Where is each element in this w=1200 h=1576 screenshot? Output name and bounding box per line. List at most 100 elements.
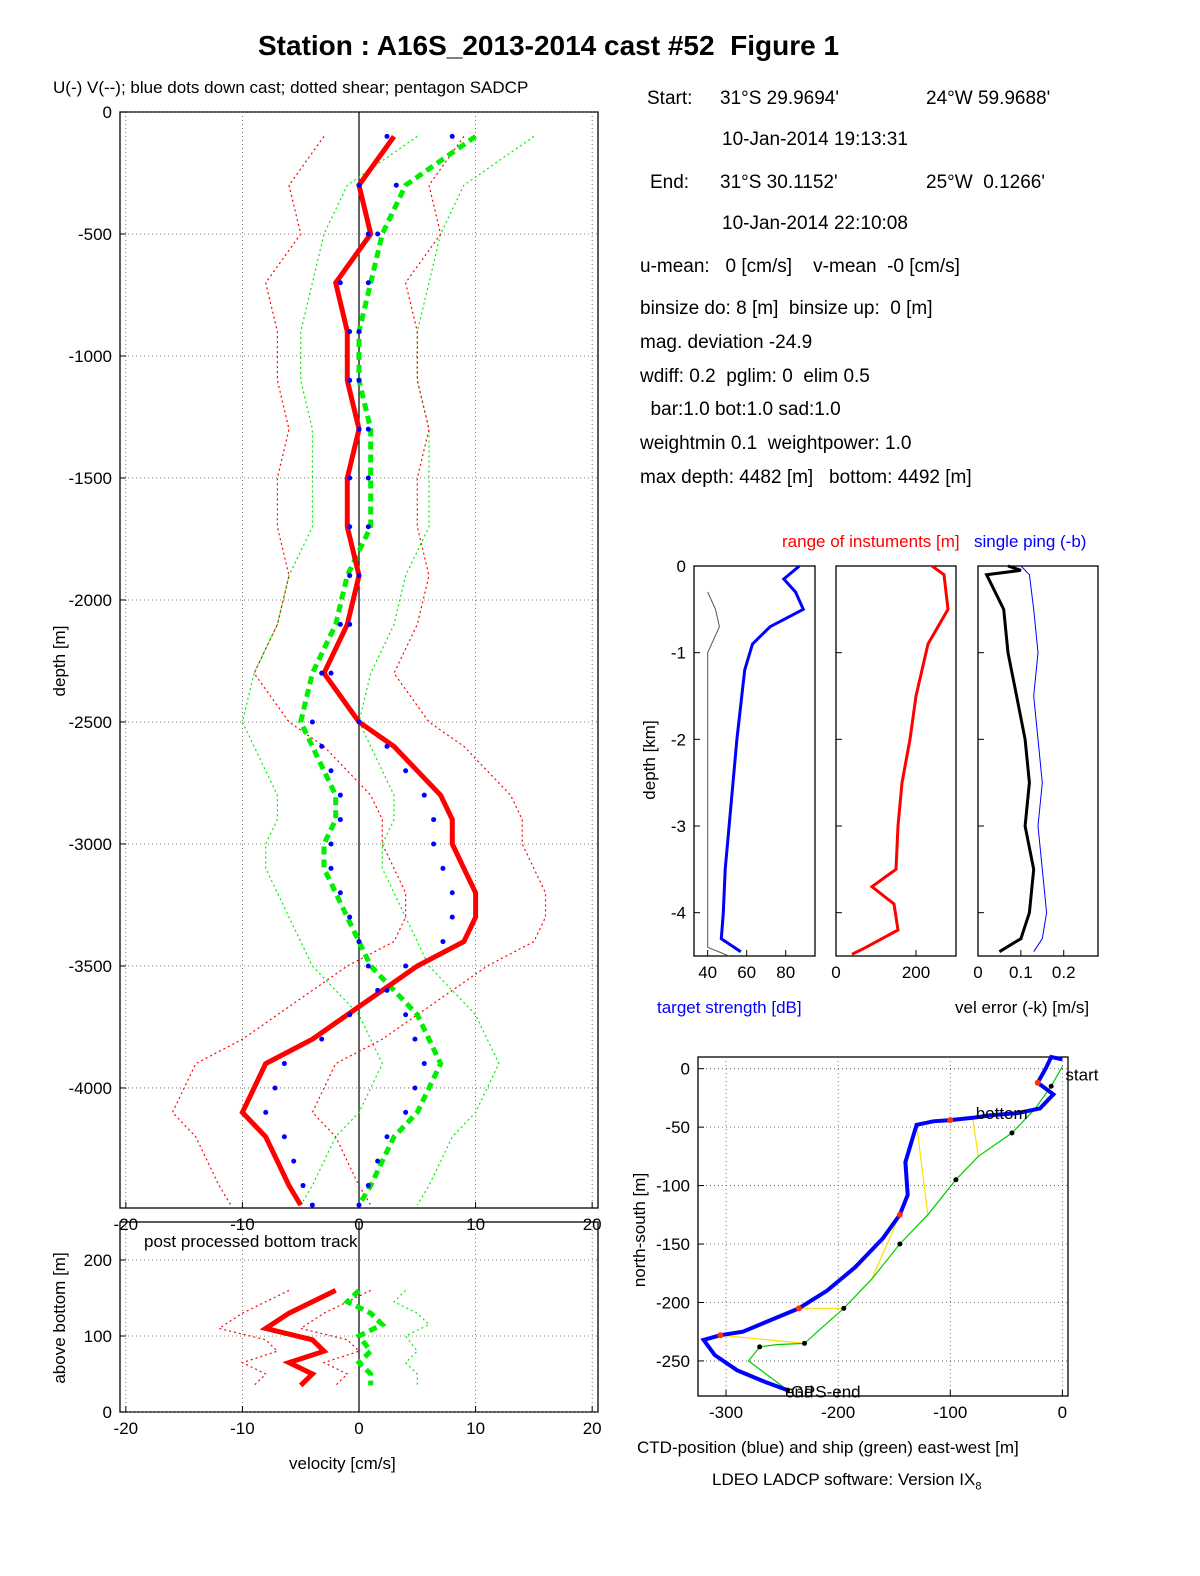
bt-v-shear-dotted (392, 1289, 431, 1386)
figure-title: Station : A16S_2013-2014 cast #52 Figure… (258, 30, 840, 61)
downcast-dot (300, 1183, 306, 1189)
u-shear-lower-dotted (171, 136, 407, 1206)
downcast-dot (309, 719, 315, 725)
bt-velocity-xtick-label: 10 (466, 1419, 485, 1438)
downcast-dot (347, 914, 353, 920)
downcast-dot (347, 329, 353, 335)
east-west-xtick-label: 0 (1058, 1403, 1067, 1422)
downcast-dot (356, 939, 362, 945)
above-bottom-ytick-label: 0 (103, 1403, 112, 1422)
range-panel-frame (835, 565, 957, 957)
ctd-marker (717, 1332, 724, 1339)
velocity-xtick-label: -10 (230, 1215, 255, 1234)
depth-ytick-label: 0 (103, 103, 112, 122)
downcast-dot (375, 1158, 381, 1164)
depth-km-ytick-label: -4 (671, 904, 686, 923)
ship-marker (802, 1340, 808, 1346)
downcast-dot (347, 573, 353, 579)
depth-ytick-label: -3500 (69, 957, 112, 976)
end-label: End: (650, 172, 690, 193)
depth-ytick-label: -2000 (69, 591, 112, 610)
bt-u-line (259, 1288, 337, 1388)
single-ping-title: single ping (-b) (974, 532, 1087, 551)
target-strength-xtick-label: 60 (737, 963, 756, 982)
range-xtick-label: 0 (831, 963, 840, 982)
downcast-dot (403, 1012, 409, 1018)
downcast-dot (328, 768, 334, 774)
ship-marker (953, 1177, 959, 1183)
wdiff-info: wdiff: 0.2 pglim: 0 elim 0.5 (640, 366, 870, 387)
depth-ytick-label: -2500 (69, 713, 112, 732)
downcast-dot (440, 865, 446, 871)
downcast-dot (309, 1202, 315, 1208)
ctd-marker (795, 1305, 802, 1312)
position-xlabel: CTD-position (blue) and ship (green) eas… (637, 1438, 1019, 1457)
downcast-dot (365, 280, 371, 286)
start-lon: 24°W 59.9688' (926, 88, 1051, 109)
downcast-dot (449, 914, 455, 920)
target-strength-line (719, 564, 806, 953)
downcast-dot (365, 231, 371, 237)
downcast-dot (384, 133, 390, 139)
bottom-track-annotation: post processed bottom track (144, 1232, 358, 1251)
vel-error-xtick-label: 0.2 (1052, 963, 1076, 982)
downcast-dot (356, 329, 362, 335)
downcast-dot (403, 768, 409, 774)
downcast-dot (365, 475, 371, 481)
downcast-dot (440, 939, 446, 945)
downcast-dot (356, 426, 362, 432)
downcast-dot (356, 573, 362, 579)
downcast-dot (421, 1061, 427, 1067)
downcast-dot (319, 1036, 325, 1042)
legend-note: U(-) V(--); blue dots down cast; dotted … (53, 78, 529, 97)
downcast-dot (319, 670, 325, 676)
depth-ytick-label: -1500 (69, 469, 112, 488)
above-bottom-ytick-label: 100 (84, 1327, 112, 1346)
downcast-dot (328, 670, 334, 676)
vel-xlabel: velocity [cm/s] (289, 1454, 396, 1473)
velocity-xtick-label: 10 (466, 1215, 485, 1234)
depth-ytick-label: -4000 (69, 1079, 112, 1098)
ctd-marker (896, 1211, 903, 1218)
downcast-dot (384, 1134, 390, 1140)
vel-error-xtick-label: 0.1 (1009, 963, 1033, 982)
ship-marker (897, 1241, 903, 1247)
depth-ytick-label: -1000 (69, 347, 112, 366)
vel-error-xtick-label: 0 (973, 963, 982, 982)
u-shear-upper-dotted (311, 136, 547, 1206)
vel-error-line (984, 564, 1036, 953)
downcast-dot (431, 817, 437, 823)
ship-marker (1009, 1130, 1015, 1136)
north-south-ytick-label: -200 (656, 1293, 690, 1312)
target-strength-panel-frame (693, 565, 816, 957)
vel-error-panel-frame (977, 565, 1099, 957)
downcast-dot (263, 1109, 269, 1115)
start-lat: 31°S 29.9694' (720, 88, 839, 109)
binsize-info: binsize do: 8 [m] binsize up: 0 [m] (640, 298, 933, 319)
downcast-dot (319, 743, 325, 749)
end-lon: 25°W 0.1266' (926, 172, 1045, 193)
ship-marker (841, 1305, 847, 1311)
downcast-dot (431, 841, 437, 847)
east-west-xtick-label: -100 (933, 1403, 967, 1422)
downcast-dot (365, 1183, 371, 1189)
downcast-dot (403, 963, 409, 969)
target-strength-xtick-label: 80 (776, 963, 795, 982)
depth-info: max depth: 4482 [m] bottom: 4492 [m] (640, 467, 972, 488)
depth-km-ytick-label: -2 (671, 730, 686, 749)
downcast-dot (347, 475, 353, 481)
downcast-dot (356, 1202, 362, 1208)
software-version: LDEO LADCP software: Version IX8 (712, 1470, 982, 1493)
version-subscript: 8 (975, 1480, 982, 1493)
downcast-dot (412, 1085, 418, 1091)
start-time: 10-Jan-2014 19:13:31 (722, 129, 908, 150)
downcast-dot (291, 1158, 297, 1164)
downcast-dot (337, 792, 343, 798)
downcast-dot (365, 524, 371, 530)
depth-km-ytick-label: -3 (671, 817, 686, 836)
downcast-dot (328, 865, 334, 871)
downcast-dot (337, 621, 343, 627)
downcast-dot (375, 987, 381, 993)
ship-marker (1048, 1083, 1054, 1089)
